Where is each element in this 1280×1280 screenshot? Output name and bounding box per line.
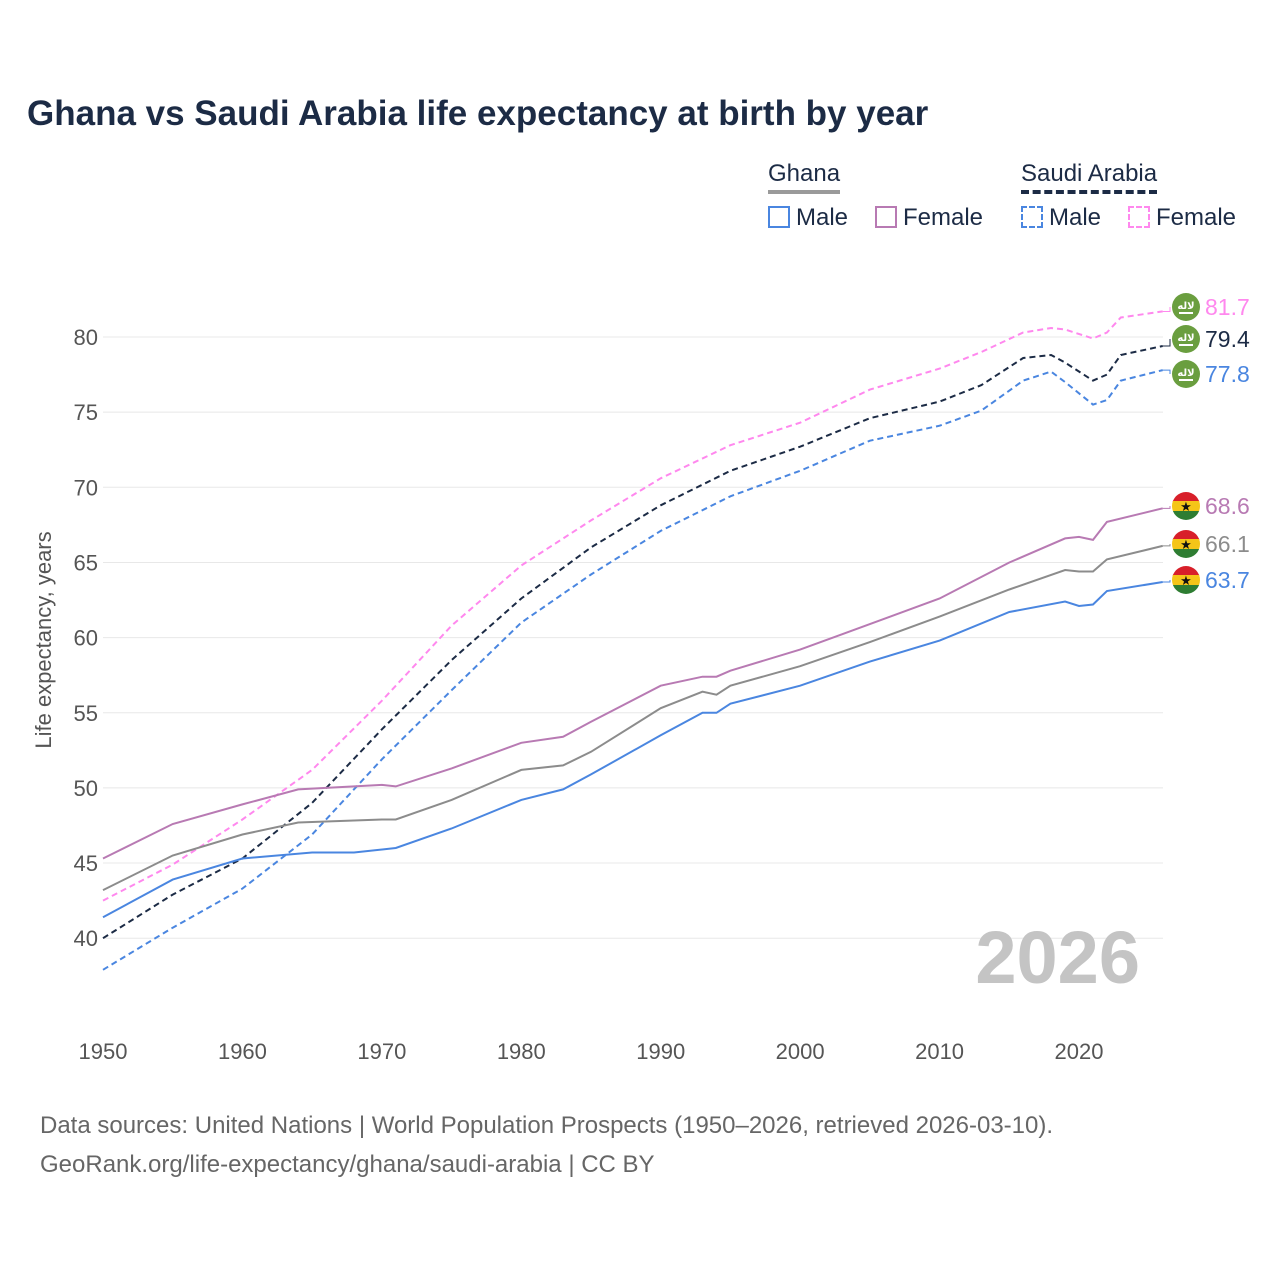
legend-swatch (768, 206, 790, 228)
flag-script: ﻻﻟﻪ (1177, 368, 1194, 379)
end-connector (1162, 580, 1171, 583)
end-connector (1162, 339, 1171, 347)
flag-script: ﻻﻟﻪ (1177, 301, 1194, 312)
end-value-label: 68.6 (1205, 493, 1250, 519)
year-watermark: 2026 (975, 916, 1140, 999)
end-value-label: 66.1 (1205, 531, 1250, 557)
flag-star: ★ (1180, 537, 1192, 552)
legend-saudi-title: Saudi Arabia (1021, 160, 1158, 194)
saudi-flag-icon: ﻻﻟﻪ (1172, 293, 1200, 321)
flag-stripe-green (1172, 549, 1200, 558)
ghana-flag-icon: ★ (1172, 566, 1200, 594)
flag-star: ★ (1180, 499, 1192, 514)
x-tick-label: 1990 (636, 1039, 685, 1064)
y-tick-label: 80 (74, 325, 98, 350)
legend-ghana-title: Ghana (768, 160, 841, 194)
legend-label: Male (796, 204, 849, 231)
legend-group-saudi-arabia: Saudi Arabia (1021, 160, 1158, 194)
ghana-flag-icon: ★ (1172, 492, 1200, 520)
x-tick-label: 2000 (776, 1039, 825, 1064)
flag-stripe-green (1172, 511, 1200, 520)
y-axis-label: Life expectancy, years (31, 531, 56, 748)
flag-stripe-green (1172, 585, 1200, 594)
flag-stripe-red (1172, 492, 1200, 502)
series-line-saudi-arabia-total (102, 345, 1163, 940)
chart-title: Ghana vs Saudi Arabia life expectancy at… (27, 94, 929, 133)
end-value-label: 81.7 (1205, 294, 1250, 320)
legend-saudi-male[interactable]: Male (1021, 204, 1101, 232)
legend-group-ghana: Ghana (768, 160, 841, 194)
flag-script: ﻻﻟﻪ (1177, 333, 1194, 344)
y-tick-label: 40 (74, 926, 98, 951)
x-tick-label: 1980 (497, 1039, 546, 1064)
saudi-flag-icon: ﻻﻟﻪ (1172, 360, 1200, 388)
y-tick-label: 70 (74, 475, 98, 500)
legend-ghana-male[interactable]: Male (768, 204, 848, 232)
flag-stripe-red (1172, 566, 1200, 576)
ghana-flag-icon: ★ (1172, 530, 1200, 558)
series-line-saudi-arabia-male (102, 369, 1163, 971)
flag-stripe-yellow (1172, 501, 1200, 511)
y-tick-label: 50 (74, 776, 98, 801)
x-tick-label: 1970 (357, 1039, 406, 1064)
source-line-2[interactable]: GeoRank.org/life-expectancy/ghana/saudi-… (40, 1151, 655, 1178)
y-tick-label: 60 (74, 626, 98, 651)
legend-swatch (1128, 206, 1150, 228)
y-tick-label: 45 (74, 851, 98, 876)
series-line-ghana-male (102, 581, 1163, 919)
legend-swatch (875, 206, 897, 228)
flag-stripe-yellow (1172, 539, 1200, 549)
flag-stripe-yellow (1172, 575, 1200, 585)
saudi-flag-icon: ﻻﻟﻪ (1172, 325, 1200, 353)
source-note: Data sources: United Nations | World Pop… (40, 1106, 1053, 1184)
x-tick-label: 2020 (1055, 1039, 1104, 1064)
end-connector (1162, 307, 1171, 312)
end-connector (1162, 369, 1171, 374)
x-tick-label: 1950 (79, 1039, 128, 1064)
end-connector (1162, 544, 1171, 547)
flag-stripe-red (1172, 530, 1200, 540)
x-tick-label: 1960 (218, 1039, 267, 1064)
legend-label: Male (1049, 204, 1102, 231)
y-tick-label: 55 (74, 701, 98, 726)
flag-star: ★ (1180, 573, 1192, 588)
legend-swatch (1021, 206, 1043, 228)
end-value-label: 79.4 (1205, 326, 1250, 352)
series-line-ghana-female (102, 507, 1163, 860)
y-tick-label: 75 (74, 400, 98, 425)
series-line-saudi-arabia-female (102, 310, 1163, 902)
legend-label: Female (1156, 204, 1237, 231)
end-connector (1162, 506, 1171, 509)
legend-ghana-female[interactable]: Female (875, 204, 983, 232)
legend-saudi-female[interactable]: Female (1128, 204, 1236, 232)
end-value-label: 77.8 (1205, 361, 1250, 387)
x-tick-label: 2010 (915, 1039, 964, 1064)
end-value-label: 63.7 (1205, 567, 1250, 593)
legend-label: Female (903, 204, 984, 231)
source-line-1: Data sources: United Nations | World Pop… (40, 1112, 1054, 1139)
series-line-ghana-total (102, 544, 1163, 891)
y-tick-label: 65 (74, 550, 98, 575)
